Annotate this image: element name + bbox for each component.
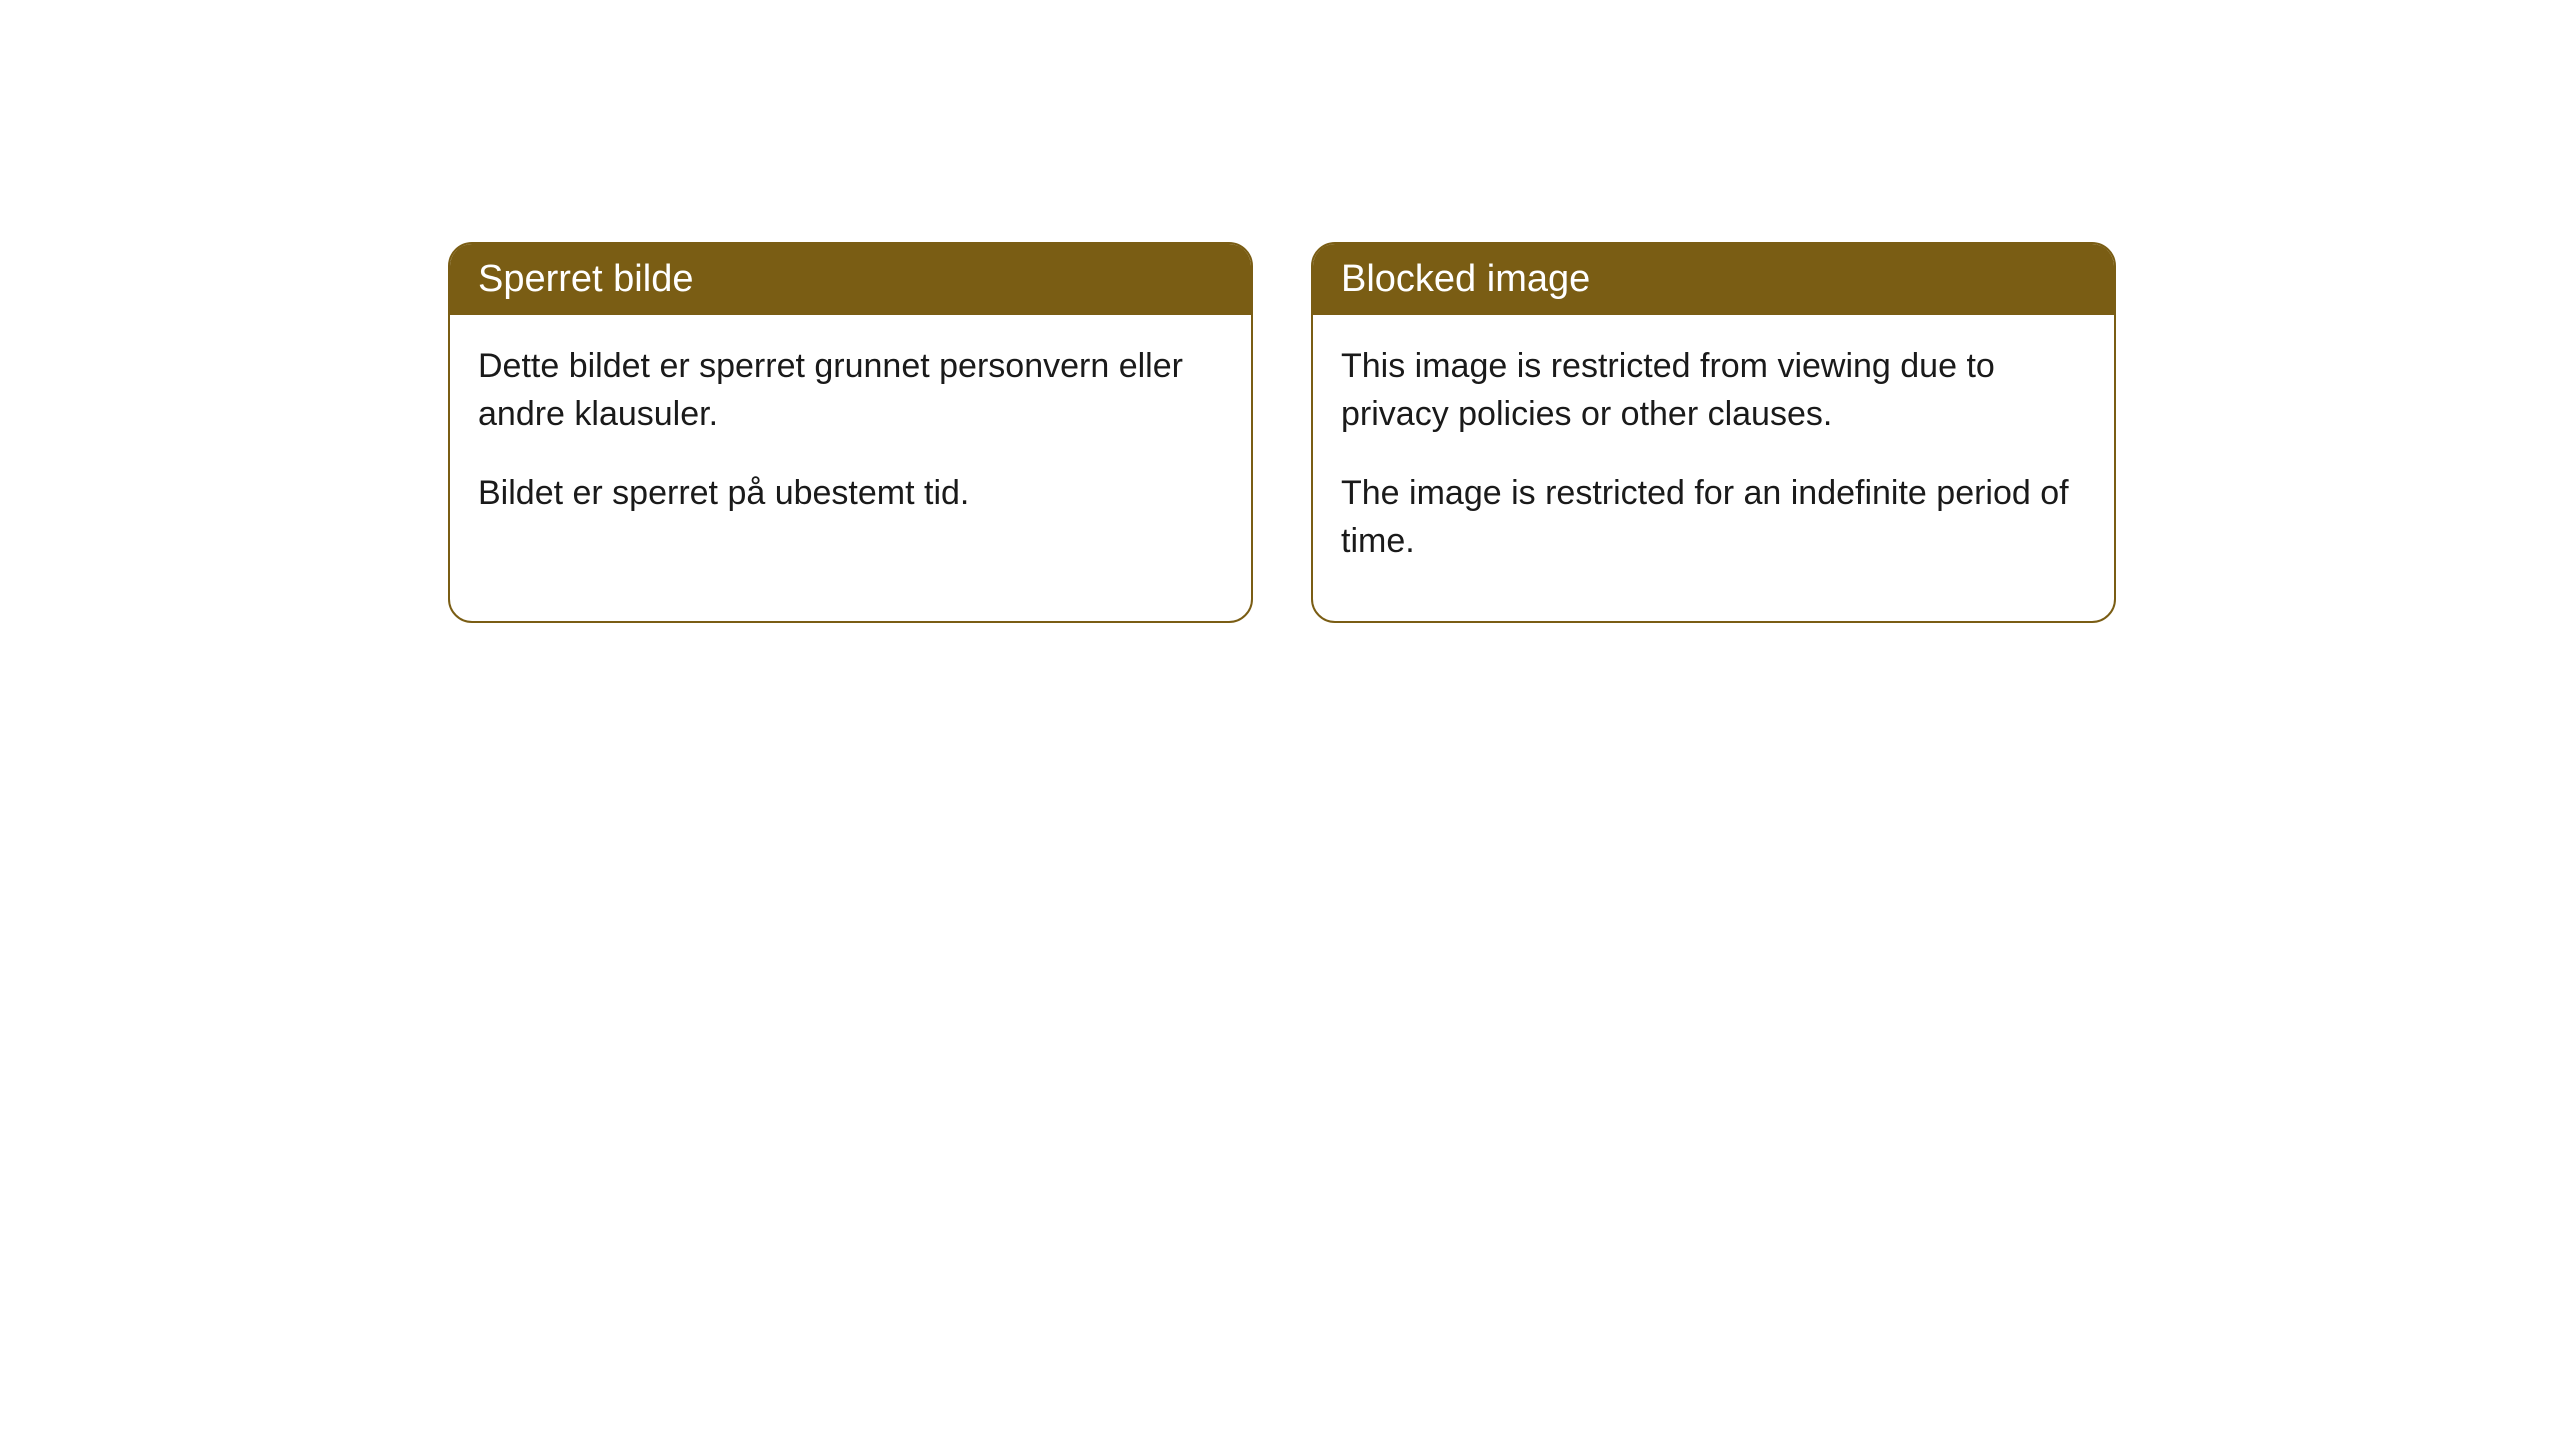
notice-cards-container: Sperret bilde Dette bildet er sperret gr… [448, 242, 2116, 623]
card-body-norwegian: Dette bildet er sperret grunnet personve… [450, 315, 1251, 574]
card-header-norwegian: Sperret bilde [450, 244, 1251, 315]
card-paragraph: Bildet er sperret på ubestemt tid. [478, 470, 1223, 518]
card-body-english: This image is restricted from viewing du… [1313, 315, 2114, 621]
card-paragraph: This image is restricted from viewing du… [1341, 343, 2086, 438]
blocked-image-card-english: Blocked image This image is restricted f… [1311, 242, 2116, 623]
card-title: Sperret bilde [478, 258, 693, 300]
card-paragraph: Dette bildet er sperret grunnet personve… [478, 343, 1223, 438]
card-title: Blocked image [1341, 258, 1590, 300]
card-header-english: Blocked image [1313, 244, 2114, 315]
blocked-image-card-norwegian: Sperret bilde Dette bildet er sperret gr… [448, 242, 1253, 623]
card-paragraph: The image is restricted for an indefinit… [1341, 470, 2086, 565]
